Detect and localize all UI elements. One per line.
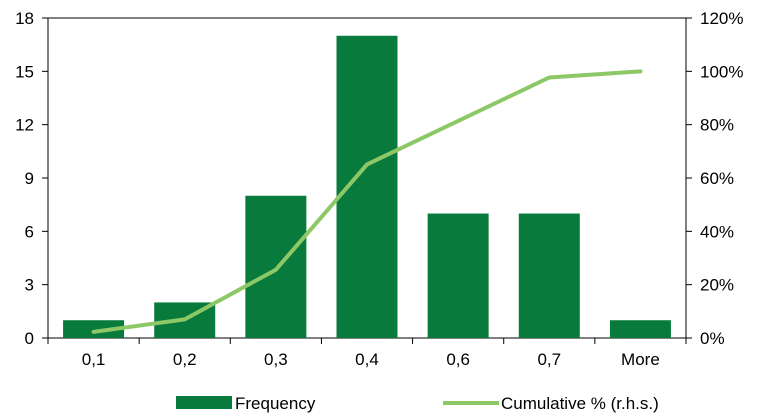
y-left-tick-label: 15 (15, 62, 34, 81)
y-right-tick-label: 40% (700, 222, 734, 241)
x-tick-label: 0,6 (446, 350, 470, 369)
x-tick-label: 0,1 (82, 350, 106, 369)
x-tick-label: 0,7 (537, 350, 561, 369)
y-left-tick-label: 9 (25, 169, 34, 188)
bar-0-7 (518, 213, 580, 338)
y-left-tick-label: 0 (25, 329, 34, 348)
x-tick-label: 0,3 (264, 350, 288, 369)
y-left-tick-label: 6 (25, 222, 34, 241)
y-left-tick-label: 3 (25, 276, 34, 295)
legend: Frequency Cumulative % (r.h.s.) (176, 394, 659, 413)
y-right-tick-label: 0% (700, 329, 725, 348)
y-right-tick-label: 100% (700, 62, 743, 81)
x-tick-label: 0,4 (355, 350, 379, 369)
legend-frequency-label: Frequency (235, 394, 316, 413)
y-left-tick-label: 18 (15, 9, 34, 28)
frequency-bars (63, 35, 671, 339)
x-axis-ticks: 0,1 0,2 0,3 0,4 0,6 0,7 More (47, 338, 687, 369)
y-right-tick-label: 120% (700, 9, 743, 28)
cumulative-line-group (91, 69, 643, 334)
x-tick-label: More (621, 350, 660, 369)
y-right-tick-label: 20% (700, 276, 734, 295)
legend-frequency-swatch (176, 396, 232, 409)
y-left-axis: 0 3 6 9 12 15 18 (15, 9, 48, 348)
bar-more (609, 320, 671, 338)
x-tick-label: 0,2 (173, 350, 197, 369)
y-left-tick-label: 12 (15, 116, 34, 135)
cumulative-line (91, 69, 643, 334)
y-right-tick-label: 60% (700, 169, 734, 188)
legend-cumulative-label: Cumulative % (r.h.s.) (501, 394, 659, 413)
bar-0-1 (63, 320, 125, 338)
bar-0-6 (427, 213, 489, 338)
y-right-tick-label: 80% (700, 116, 734, 135)
y-right-axis: 0% 20% 40% 60% 80% 100% 120% (686, 9, 743, 348)
